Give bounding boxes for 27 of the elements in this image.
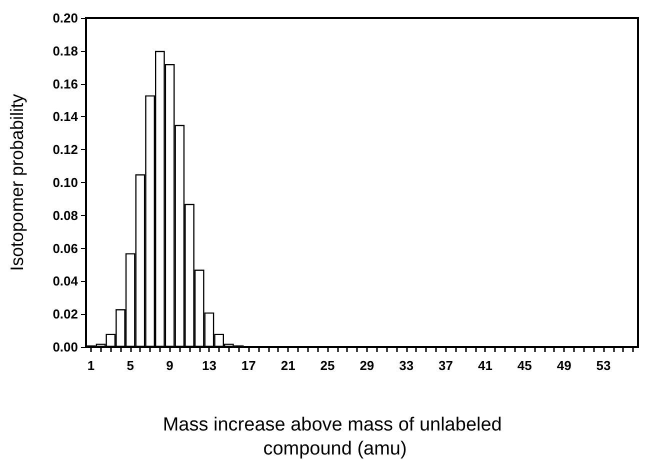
y-tick-label: 0.00 (52, 340, 78, 354)
x-tick-label: 45 (517, 358, 532, 373)
y-tick-label: 0.12 (52, 142, 78, 158)
y-axis-title: Isotopomer probability (7, 94, 27, 272)
y-tick-label: 0.10 (52, 175, 78, 190)
y-tick-label: 0.14 (52, 109, 79, 124)
x-tick-label: 33 (399, 358, 414, 373)
x-tick-label: 49 (556, 358, 572, 373)
y-tick-label: 0.16 (52, 76, 78, 92)
y-tick-label: 0.02 (52, 306, 78, 322)
x-tick-label: 5 (126, 358, 134, 373)
x-axis-title: Mass increase above mass of unlabeled compound (amu) (162, 414, 508, 460)
x-tick-label: 25 (320, 358, 335, 373)
x-tick-label: 1 (87, 358, 95, 373)
x-tick-label: 37 (438, 358, 454, 373)
y-tick-label: 0.04 (52, 274, 79, 289)
y-tick-label: 0.08 (52, 208, 78, 223)
x-tick-label: 53 (596, 358, 611, 373)
y-tick-label: 0.20 (52, 10, 78, 26)
y-tick-label: 0.18 (52, 43, 78, 58)
x-tick-label: 21 (280, 358, 296, 373)
x-tick-label: 29 (360, 358, 374, 373)
x-tick-label: 13 (202, 358, 216, 373)
y-tick-label: 0.06 (52, 240, 78, 256)
x-tick-label: 9 (166, 358, 174, 373)
x-tick-label: 41 (478, 358, 492, 373)
x-tick-label: 17 (241, 358, 256, 373)
